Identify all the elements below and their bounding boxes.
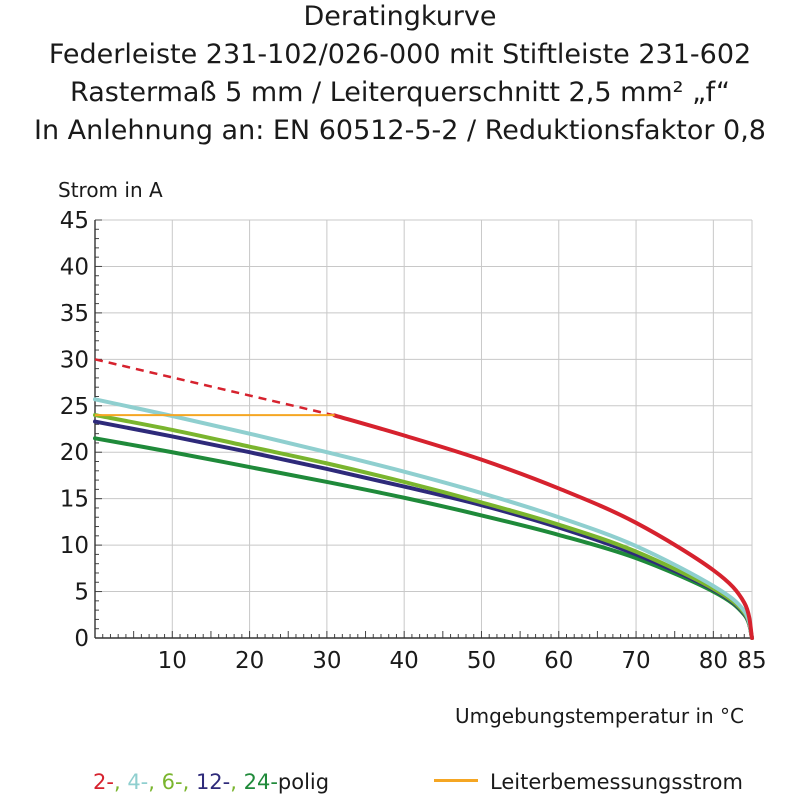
chart-subtitle-2: Rastermaß 5 mm / Leiterquerschnitt 2,5 m… — [70, 77, 730, 108]
legend-item: 4- — [127, 770, 149, 794]
chart-titles: Deratingkurve Federleiste 231-102/026-00… — [0, 0, 800, 150]
y-tick-label: 15 — [60, 487, 89, 513]
legend-item: , — [148, 770, 162, 794]
legend-item: 12- — [195, 770, 231, 794]
x-tick-label: 50 — [467, 648, 496, 674]
x-tick-label: 10 — [158, 648, 187, 674]
legend-item: , — [182, 770, 196, 794]
x-tick-label: 60 — [544, 648, 573, 674]
y-tick-label: 45 — [60, 208, 89, 234]
x-axis-label: Umgebungstemperatur in °C — [455, 704, 744, 728]
chart-subtitle-1: Federleiste 231-102/026-000 mit Stiftlei… — [48, 39, 752, 70]
legend-item: , — [230, 770, 244, 794]
legend-item: , — [113, 770, 128, 794]
legend-rated-current-label: Leiterbemessungsstrom — [490, 770, 743, 794]
series-line-24 — [93, 436, 754, 640]
y-tick-label: 30 — [60, 347, 89, 373]
legend-pole-counts: 2-, 4-, 6-, 12-, 24-polig — [93, 770, 329, 794]
y-tick-label: 20 — [60, 440, 89, 466]
legend-item: 24- — [243, 770, 278, 794]
series-line-12 — [93, 419, 754, 640]
series-line-6 — [93, 413, 754, 640]
y-tick-label: 5 — [74, 580, 89, 606]
x-tick-label: 20 — [235, 648, 264, 674]
legend-rated-current: Leiterbemessungsstrom — [434, 770, 743, 794]
y-tick-label: 25 — [60, 394, 89, 420]
x-tick-label: 85 — [737, 648, 766, 674]
chart-title: Deratingkurve — [303, 1, 497, 32]
legend-rated-current-swatch — [434, 778, 478, 782]
y-tick-label: 35 — [60, 301, 89, 327]
series-line-4 — [93, 397, 754, 640]
y-tick-label: 0 — [74, 626, 89, 652]
y-axis-label: Strom in A — [58, 178, 163, 202]
legend-item: 6- — [161, 770, 183, 794]
x-tick-label: 70 — [621, 648, 650, 674]
series-line-2 — [332, 413, 754, 640]
x-tick-label: 30 — [312, 648, 341, 674]
x-tick-label: 40 — [390, 648, 419, 674]
legend-item: 2- — [93, 770, 114, 794]
y-tick-label: 10 — [60, 533, 89, 559]
y-tick-label: 40 — [60, 254, 89, 280]
chart-subtitle-3: In Anlehnung an: EN 60512-5-2 / Reduktio… — [34, 115, 766, 146]
x-tick-label: 80 — [699, 648, 728, 674]
legend-item: polig — [277, 770, 330, 794]
